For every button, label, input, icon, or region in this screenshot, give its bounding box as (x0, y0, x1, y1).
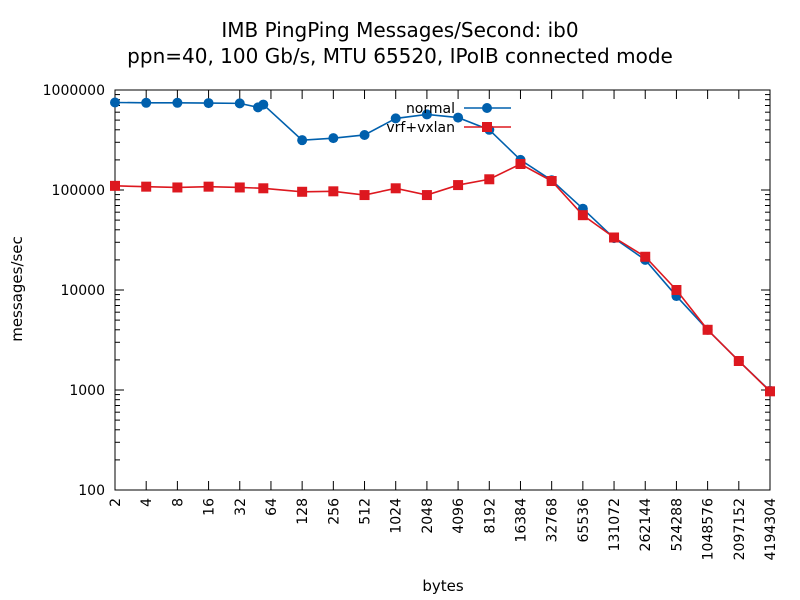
chart-series (110, 97, 775, 397)
data-point-1 (172, 182, 183, 193)
data-point-1 (258, 183, 269, 194)
x-tick-label: 262144 (638, 498, 654, 552)
y-tick-label: 1000000 (43, 83, 105, 99)
data-point-0 (110, 97, 120, 108)
x-tick-label: 32 (233, 498, 249, 516)
x-tick-label: 4194304 (763, 498, 779, 560)
data-point-1 (515, 158, 526, 169)
x-tick-label: 4 (139, 498, 155, 507)
data-point-0 (172, 97, 183, 108)
legend-label-0: normal (406, 101, 455, 117)
data-point-1 (297, 186, 308, 197)
x-tick-label: 1048576 (701, 498, 717, 560)
data-point-1 (546, 176, 557, 187)
chart-legend: normal vrf+vxlan (386, 101, 511, 136)
x-tick-label: 524288 (669, 498, 685, 551)
data-point-1 (359, 190, 370, 201)
x-tick-label: 2 (108, 498, 124, 507)
data-point-0 (141, 97, 152, 108)
legend-marker-1 (482, 122, 492, 132)
legend-marker-0 (482, 103, 492, 113)
x-tick-label: 2048 (420, 498, 436, 534)
data-point-1 (671, 285, 682, 295)
series-line-1 (114, 163, 771, 392)
data-point-1 (609, 232, 620, 243)
data-point-1 (328, 186, 339, 197)
y-tick-label: 10000 (60, 283, 105, 299)
series-line-0 (114, 101, 771, 392)
data-point-1 (141, 181, 152, 192)
data-point-0 (421, 109, 432, 120)
x-tick-label: 16384 (513, 498, 529, 543)
chart-subtitle: ppn=40, 100 Gb/s, MTU 65520, IPoIB conne… (127, 44, 673, 68)
data-point-1 (640, 251, 651, 262)
chart-axes: 100 1000 10000 100000 1000000 2 4 8 16 32 64 128 256… (43, 83, 779, 560)
data-point-0 (234, 98, 245, 109)
x-axis-label: bytes (422, 577, 464, 595)
x-tick-label: 2097152 (732, 498, 748, 560)
data-point-0 (203, 98, 214, 109)
x-tick-label: 8 (170, 498, 186, 507)
data-point-1 (765, 386, 775, 397)
data-point-0 (297, 135, 308, 146)
x-tick-label: 512 (358, 498, 374, 525)
x-tick-label: 8192 (482, 498, 498, 534)
data-point-0 (258, 99, 269, 110)
x-tick-label: 65536 (576, 498, 592, 543)
x-tick-label: 1024 (389, 498, 405, 534)
x-tick-label: 256 (326, 498, 342, 525)
x-tick-label: 64 (264, 498, 280, 516)
data-point-1 (733, 355, 744, 366)
data-point-1 (234, 182, 245, 193)
y-tick-label: 100000 (52, 183, 105, 199)
data-point-1 (484, 174, 495, 185)
data-point-0 (390, 113, 401, 124)
legend-label-1: vrf+vxlan (386, 120, 455, 136)
data-point-1 (110, 180, 120, 191)
x-tick-label: 128 (295, 498, 311, 525)
data-point-1 (390, 183, 401, 194)
data-point-0 (359, 129, 370, 140)
x-tick-label: 4096 (451, 498, 467, 534)
data-point-1 (702, 324, 713, 335)
data-point-1 (203, 181, 214, 192)
data-point-1 (421, 190, 432, 201)
x-tick-label: 32768 (545, 498, 561, 543)
data-point-0 (453, 112, 464, 123)
y-tick-label: 100 (78, 483, 105, 499)
data-point-0 (328, 133, 339, 144)
data-point-1 (453, 180, 464, 191)
y-tick-label: 1000 (69, 383, 105, 399)
x-tick-label: 131072 (607, 498, 623, 551)
x-tick-label: 16 (202, 498, 218, 516)
y-axis-label: messages/sec (8, 236, 26, 342)
chart-title: IMB PingPing Messages/Second: ib0 (221, 18, 579, 42)
data-point-1 (577, 210, 588, 221)
